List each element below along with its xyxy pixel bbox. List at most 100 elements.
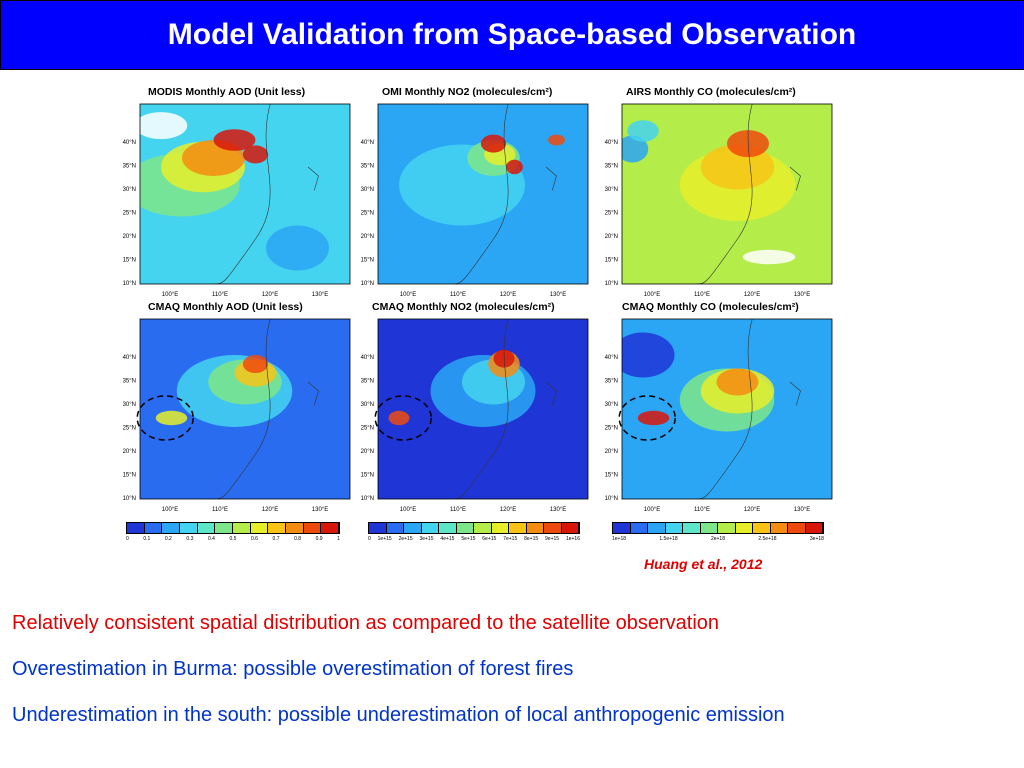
colorbar-swatch (215, 523, 234, 533)
panel-title: MODIS Monthly AOD (Unit less) (148, 86, 306, 98)
colorbar-tick-label: 4e+15 (440, 536, 455, 542)
lon-label: 100°E (644, 292, 660, 298)
colorbar-swatch (683, 523, 701, 533)
colorbar-ticks: 0 1e+15 2e+15 3e+15 4e+15 5e+15 6e+15 7e+15 8e+1… (368, 536, 580, 542)
concentration-area (622, 332, 675, 378)
colorbar-tick-label: 1e+18 (612, 536, 627, 542)
colorbar-tick-label: 0.7 (272, 536, 280, 542)
colorbar-swatch (665, 523, 683, 533)
colorbar-swatch (491, 523, 509, 533)
colorbar-strip (126, 522, 340, 534)
lat-label: 15°N (605, 258, 618, 264)
map-frame (621, 318, 833, 500)
colorbar-swatch (648, 523, 666, 533)
lat-label: 30°N (605, 402, 618, 408)
panel-cmaq-no2: CMAQ Monthly NO2 (molecules/cm²) 40°N 35°… (354, 301, 594, 517)
concentration-area (622, 135, 649, 163)
map-cmaq-aod: 40°N 35°N 30°N 25°N 20°N 15°N 10°N 100°E 110°E 12… (123, 318, 351, 513)
colorbar-swatch (439, 523, 457, 533)
lon-label: 110°E (450, 292, 466, 298)
panel-modis-aod: MODIS Monthly AOD (Unit less) 40°N 35°N 30… (116, 86, 356, 302)
colorbar-swatch (456, 523, 474, 533)
map-frame (621, 103, 833, 285)
panel-airs-co: AIRS Monthly CO (molecules/cm²) 40°N 35°N… (598, 86, 838, 302)
colorbar-strip (612, 522, 824, 534)
lat-label: 10°N (605, 496, 618, 502)
colorbar-swatch (753, 523, 771, 533)
lat-label: 25°N (605, 211, 618, 217)
coastline (451, 319, 509, 499)
coastline (307, 166, 319, 191)
lat-label: 35°N (123, 379, 136, 385)
concentration-area (242, 145, 269, 164)
colorbar-tick-label: 3e+15 (419, 536, 434, 542)
map-cmaq-co: 40°N 35°N 30°N 25°N 20°N 15°N 10°N 100°E 110°E 12… (605, 318, 833, 513)
colorbar-tick-label: 5e+15 (461, 536, 476, 542)
map-frame (377, 318, 589, 500)
colorbar-tick-label: 0.9 (315, 536, 323, 542)
colorbar-swatch (180, 523, 198, 533)
lon-label: 130°E (550, 507, 566, 513)
colorbar-tick-label: 3e+18 (809, 536, 824, 542)
lat-label: 25°N (605, 426, 618, 432)
bullet-overestimation: Overestimation in Burma: possible overes… (12, 658, 574, 680)
lon-label: 110°E (450, 507, 466, 513)
colorbar-tick-label: 8e+15 (524, 536, 539, 542)
panel-omi-no2: OMI Monthly NO2 (molecules/cm²) 40°N 35°N… (354, 86, 594, 302)
lon-label: 110°E (694, 507, 710, 513)
colorbar-aod: 0 0.1 0.2 0.3 0.4 0.5 0.6 0.7 0.8 0.9 1 (126, 522, 340, 544)
colorbar-tick-label: 1e+15 (377, 536, 392, 542)
colorbar-tick-label: 0.6 (251, 536, 258, 542)
lat-label: 25°N (123, 426, 136, 432)
map-frame (139, 318, 351, 500)
colorbar-tick-label: 1.5e+18 (659, 536, 678, 542)
page-title: Model Validation from Space-based Observ… (167, 18, 857, 51)
lat-label: 35°N (361, 379, 374, 385)
colorbar-swatch (561, 523, 579, 533)
map-airs-co: 40°N 35°N 30°N 25°N 20°N 15°N 10°N 100°E 110°E 12… (605, 103, 833, 298)
lat-label: 25°N (123, 211, 136, 217)
lat-label: 15°N (361, 258, 374, 264)
lon-label: 130°E (312, 507, 328, 513)
colorbar-swatch (144, 523, 163, 533)
lon-label: 110°E (212, 292, 228, 298)
coastline (789, 166, 801, 191)
lon-label: 130°E (794, 507, 810, 513)
title-bar: Model Validation from Space-based Observ… (0, 0, 1024, 70)
colorbar-swatch (268, 523, 287, 533)
colorbar-swatch (162, 523, 181, 533)
colorbar-swatch (474, 523, 492, 533)
colorbar-swatch (127, 523, 145, 533)
lat-label: 40°N (361, 140, 374, 146)
lat-label: 10°N (123, 496, 136, 502)
colorbar-swatch (404, 523, 422, 533)
concentration-area (506, 159, 523, 175)
panel-cmaq-co: CMAQ Monthly CO (molecules/cm²) 40°N 35°N… (598, 301, 838, 517)
map-modis-aod: 40°N 35°N 30°N 25°N 20°N 15°N 10°N 100°E 110°E 12… (123, 103, 351, 298)
lon-label: 100°E (644, 507, 660, 513)
colorbar-swatch (613, 523, 631, 533)
map-cmaq-no2: 40°N 35°N 30°N 25°N 20°N 15°N 10°N 100°E 110°E 12… (361, 318, 589, 513)
panel-title: CMAQ Monthly AOD (Unit less) (148, 301, 303, 313)
lat-label: 25°N (361, 211, 374, 217)
colorbar-no2: 0 1e+15 2e+15 3e+15 4e+15 5e+15 6e+15 7e+15 8e+1… (368, 522, 580, 544)
colorbar-swatch (250, 523, 269, 533)
lat-label: 30°N (123, 402, 136, 408)
concentration-area (388, 410, 410, 426)
colorbar-tick-label: 0.4 (207, 536, 215, 542)
colorbar-swatch (233, 523, 251, 533)
lat-label: 35°N (605, 164, 618, 170)
lat-label: 20°N (123, 234, 136, 240)
bullet-consistency: Relatively consistent spatial distributi… (12, 612, 720, 634)
colorbar-swatch (526, 523, 544, 533)
colorbar-swatch (544, 523, 562, 533)
coastline (545, 166, 557, 191)
lat-label: 15°N (123, 258, 136, 264)
panel-title: OMI Monthly NO2 (molecules/cm²) (382, 86, 553, 98)
lon-label: 120°E (500, 292, 516, 298)
colorbar-swatch (509, 523, 527, 533)
coastline (545, 381, 557, 406)
colorbar-swatch (770, 523, 788, 533)
colorbar-tick-label: 6e+15 (482, 536, 497, 542)
lat-label: 40°N (123, 140, 136, 146)
